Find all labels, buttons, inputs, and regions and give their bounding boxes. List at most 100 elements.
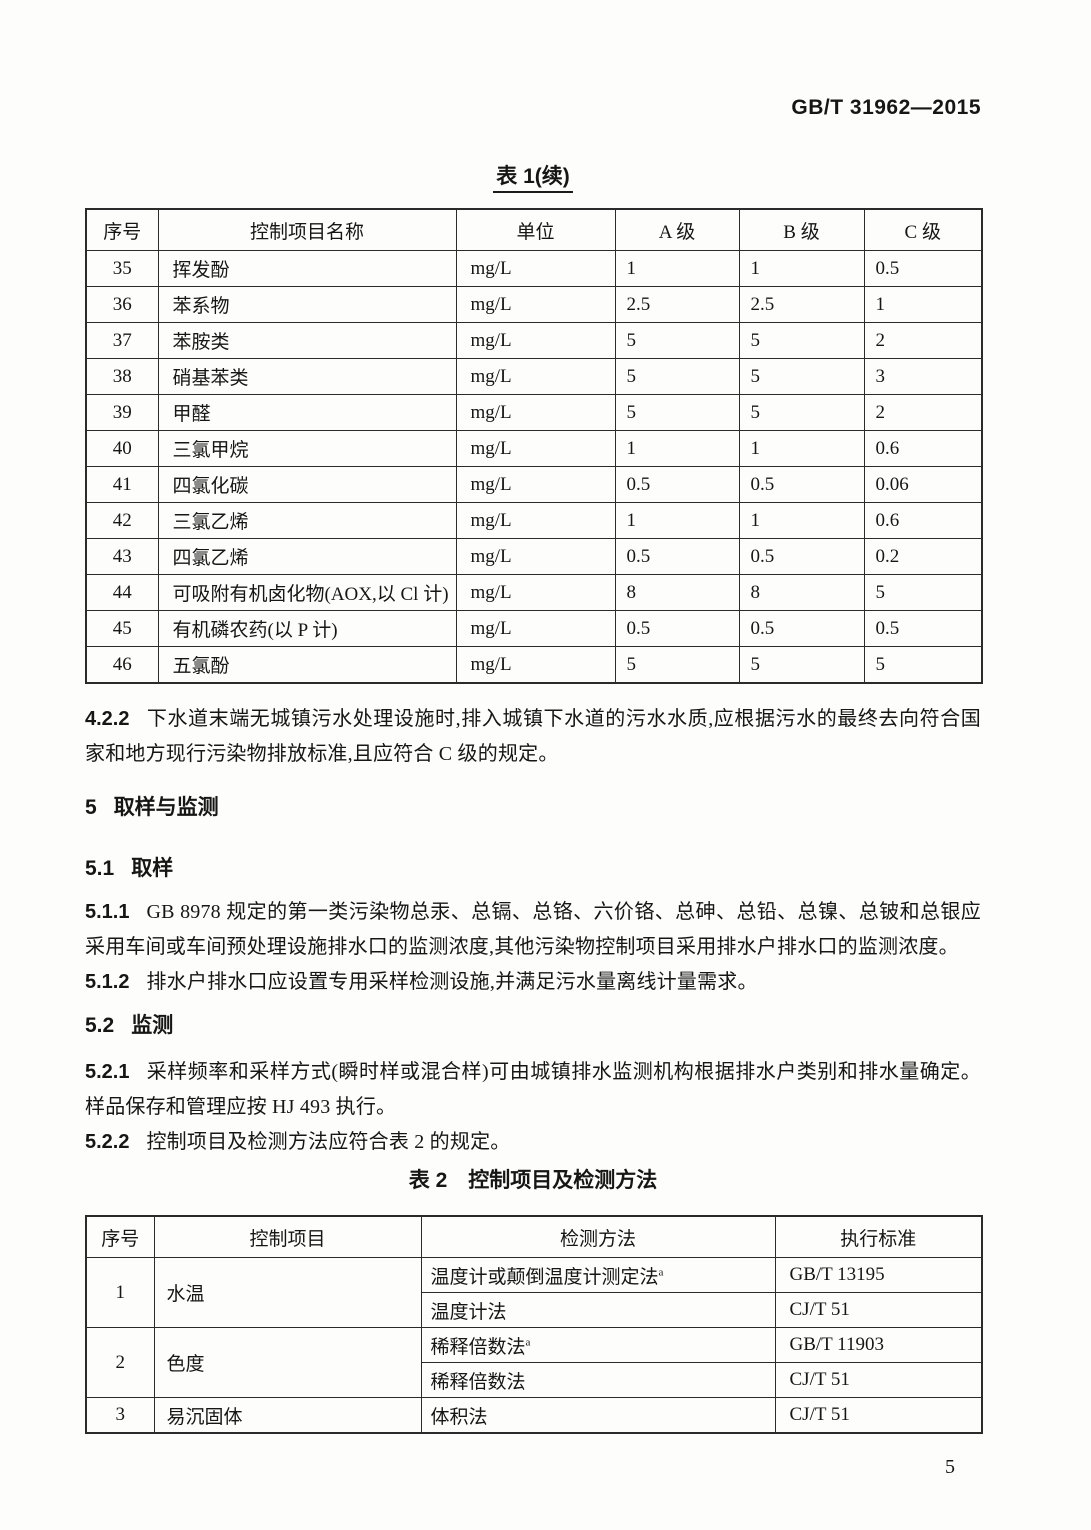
table1-cell: 1 [614,502,740,539]
table1-cell: 有机磷农药(以 P 计) [157,610,457,647]
table1-cell: 硝基苯类 [157,358,457,395]
table1-cell: 37 [85,322,159,359]
heading-text: 取样 [131,857,174,880]
table1-cell: 1 [738,250,865,287]
table1-cell: 0.6 [863,430,983,467]
table2-standard-cell: GB/T 11903 [774,1327,983,1363]
clause-number: 5.2.2 [85,1131,130,1153]
table1-cell: 五氯酚 [157,646,457,684]
table1-cell: 1 [738,430,865,467]
clause-number: 5.2.1 [85,1061,130,1083]
table1-cell: 5 [614,322,740,359]
table2-item-cell: 水温 [153,1257,422,1328]
table2-standard-cell: CJ/T 51 [774,1362,983,1398]
table2-item-cell: 色度 [153,1327,422,1398]
table1-cell: 甲醛 [157,394,457,431]
table1-cell: 5 [738,358,865,395]
table1-cell: mg/L [455,538,616,575]
table1-cell: 5 [738,322,865,359]
table1-row: 39 甲醛 mg/L 5 5 2 [85,394,983,431]
table1-row: 44 可吸附有机卤化物(AOX,以 Cl 计) mg/L 8 8 5 [85,574,983,611]
table2-row: 1 水温 温度计或颠倒温度计测定法a GB/T 13195 [85,1257,983,1328]
table2-header-seq: 序号 [85,1215,155,1258]
table1-header-grade-a: A 级 [614,208,740,251]
table1-cell: mg/L [455,394,616,431]
clause-number: 5.1.2 [85,971,130,993]
heading-text: 监测 [131,1014,174,1037]
table1-header-row: 序号 控制项目名称 单位 A 级 B 级 C 级 [85,208,983,251]
table1-title-text: 表 1(续) [493,165,573,193]
table2-standard-cell: GB/T 13195 [774,1257,983,1293]
table1-cell: 44 [85,574,159,611]
table1-cell: 45 [85,610,159,647]
table1-cell: mg/L [455,322,616,359]
table1-cell: 2 [863,394,983,431]
table1-cell: 四氯乙烯 [157,538,457,575]
table1-cell: mg/L [455,646,616,684]
table1-cell: 苯系物 [157,286,457,323]
table1-cell: mg/L [455,250,616,287]
table2-seq-cell: 3 [85,1397,155,1434]
table1-cell: 42 [85,502,159,539]
table2-header-item: 控制项目 [153,1215,422,1258]
table1-cell: 2 [863,322,983,359]
table1-cell: 0.5 [614,538,740,575]
table2-header-standard: 执行标准 [774,1215,983,1258]
table1-cell: 40 [85,430,159,467]
table1-cell: 0.5 [863,610,983,647]
table1-cell: 可吸附有机卤化物(AOX,以 Cl 计) [157,574,457,611]
clause-4-2-2: 4.2.2 下水道末端无城镇污水处理设施时,排入城镇下水道的污水水质,应根据污水的… [85,702,981,772]
clause-5-1-2: 5.1.2 排水户排水口应设置专用采样检测设施,并满足污水量离线计量需求。 [85,965,981,1000]
heading-number: 5.1 [85,857,115,880]
table2-body: 1 水温 温度计或颠倒温度计测定法a GB/T 13195 温度计法 CJ/T 51 2 色度… [85,1257,983,1434]
table1-cell: mg/L [455,286,616,323]
clause-text: 排水户排水口应设置专用采样检测设施,并满足污水量离线计量需求。 [146,971,758,993]
standard-code: GB/T 31962—2015 [791,96,981,119]
table1-cell: 8 [738,574,865,611]
clause-text: 采样频率和采样方式(瞬时样或混合样)可由城镇排水监测机构根据排水户类别和排水量确… [85,1061,981,1118]
clause-5-1-1: 5.1.1 GB 8978 规定的第一类污染物总汞、总镉、总铬、六价铬、总砷、总铅… [85,895,981,965]
heading-number: 5 [85,796,97,819]
table1-row: 41 四氯化碳 mg/L 0.5 0.5 0.06 [85,466,983,503]
table1-row: 37 苯胺类 mg/L 5 5 2 [85,322,983,359]
table1-cell: 0.06 [863,466,983,503]
table1-cell: 0.5 [738,466,865,503]
table1-cell: mg/L [455,502,616,539]
table2-seq-cell: 2 [85,1327,155,1398]
table1-title: 表 1(续) [85,164,981,193]
table1-cell: 1 [738,502,865,539]
table1-cell: 5 [738,394,865,431]
table1-cell: 0.5 [614,466,740,503]
table1-cell: mg/L [455,574,616,611]
page-number: 5 [945,1456,955,1478]
table1-body: 35 挥发酚 mg/L 1 1 0.5 36 苯系物 mg/L 2.5 2.5 1 37 苯胺类 mg/L 5… [85,250,983,684]
table1-header-grade-b: B 级 [738,208,865,251]
table1-cell: mg/L [455,358,616,395]
table1-cell: 43 [85,538,159,575]
table1-cell: mg/L [455,610,616,647]
table2-row: 2 色度 稀释倍数法a GB/T 11903 [85,1327,983,1398]
heading-5-2: 5.2 监测 [85,1012,981,1040]
clause-text: 控制项目及检测方法应符合表 2 的规定。 [146,1131,511,1153]
table2-method-cell: 体积法 [420,1397,776,1434]
table1-cell: mg/L [455,466,616,503]
footnote-marker: a [658,1266,664,1279]
table2-item-cell: 易沉固体 [153,1397,422,1434]
table1-cell: 5 [863,574,983,611]
table1-row: 43 四氯乙烯 mg/L 0.5 0.5 0.2 [85,538,983,575]
table1-row: 46 五氯酚 mg/L 5 5 5 [85,646,983,684]
table1-cell: 苯胺类 [157,322,457,359]
table2-method-cell: 温度计或颠倒温度计测定法a [420,1257,776,1293]
table1-cell: 38 [85,358,159,395]
clause-text: GB 8978 规定的第一类污染物总汞、总镉、总铬、六价铬、总砷、总铅、总镍、总… [85,901,981,958]
table2-method-cell: 稀释倍数法a [420,1327,776,1363]
table2-header-method: 检测方法 [420,1215,776,1258]
table1-cell: 36 [85,286,159,323]
heading-5-1: 5.1 取样 [85,855,981,883]
table1-row: 40 三氯甲烷 mg/L 1 1 0.6 [85,430,983,467]
table1-cell: 0.5 [738,610,865,647]
clause-number: 4.2.2 [85,708,130,730]
table1-cell: 挥发酚 [157,250,457,287]
table2: 序号 控制项目 检测方法 执行标准 1 水温 温度计或颠倒温度计测定法a GB/T 1… [85,1215,983,1434]
table2-row: 温度计法 CJ/T 51 [86,1292,983,1328]
